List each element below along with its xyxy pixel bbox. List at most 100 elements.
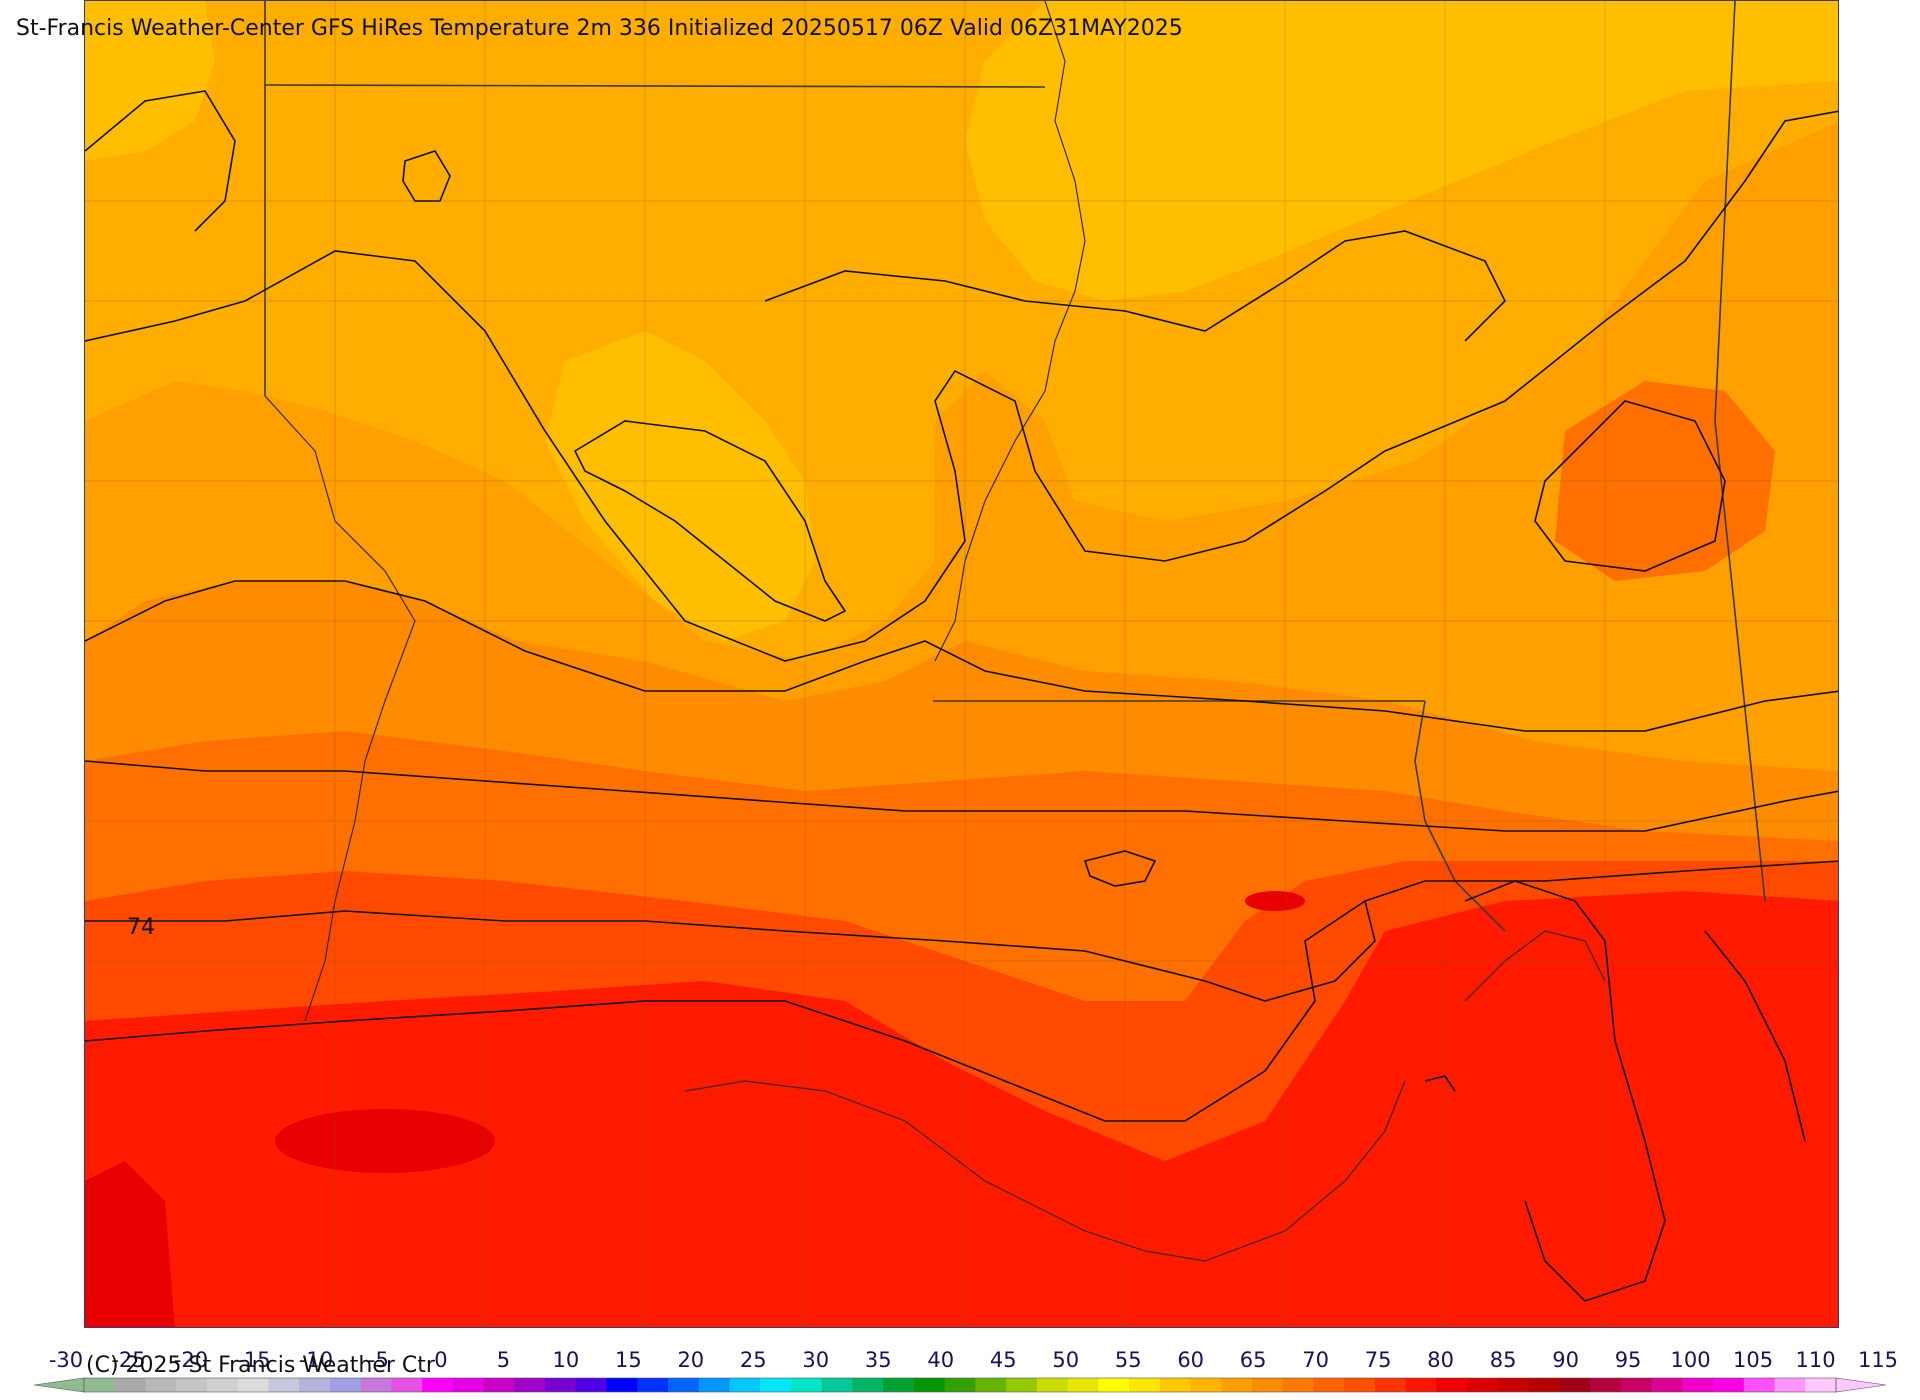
colorbar-segment xyxy=(206,1378,239,1392)
colorbar-tick-label: 45 xyxy=(989,1348,1017,1372)
band-yellow-center xyxy=(545,331,815,641)
colorbar-tick-label: 70 xyxy=(1302,1348,1330,1372)
colorbar-segment xyxy=(1713,1378,1745,1392)
colorbar-segment xyxy=(852,1378,884,1392)
county-lines xyxy=(85,1,1838,1327)
colorbar-tick-label: 5 xyxy=(496,1348,511,1372)
colorbar-segment xyxy=(1805,1378,1837,1392)
colorbar-segment xyxy=(729,1378,761,1392)
contour-label-74: 74 xyxy=(127,915,155,940)
colorbar-tick-label: -10 xyxy=(298,1348,334,1372)
colorbar-tick-label: 35 xyxy=(864,1348,892,1372)
colorbar-tick-label: 100 xyxy=(1670,1348,1711,1372)
colorbar-segment xyxy=(1344,1378,1376,1392)
band-red xyxy=(85,891,1838,1327)
colorbar-segment xyxy=(1036,1378,1069,1392)
colorbar-segment xyxy=(1497,1378,1530,1392)
colorbar-tick-label: 115 xyxy=(1857,1348,1899,1372)
colorbar-tick-label: -15 xyxy=(236,1348,271,1372)
colorbar-segment xyxy=(1436,1378,1468,1392)
colorbar-tick-label: 50 xyxy=(1052,1348,1080,1372)
colorbar-tick-label: 25 xyxy=(739,1348,767,1372)
colorbar-tick-label: 95 xyxy=(1614,1348,1642,1372)
colorbar-segment xyxy=(698,1378,730,1392)
colorbar-tick-label: 75 xyxy=(1364,1348,1392,1372)
colorbar-segment xyxy=(1282,1378,1314,1392)
colorbar-tick-label: 55 xyxy=(1114,1348,1142,1372)
colorbar-tick-label: 60 xyxy=(1177,1348,1205,1372)
colorbar-segment xyxy=(1190,1378,1222,1392)
band-yellow-north xyxy=(965,1,1838,301)
hot-spot-sw xyxy=(85,1161,175,1327)
colorbar-tick-label: -30 xyxy=(48,1348,84,1372)
hot-spot-west xyxy=(275,1109,495,1173)
colorbar-segment xyxy=(237,1378,269,1392)
colorbar-segment xyxy=(944,1378,976,1392)
colorbar-segment xyxy=(114,1378,146,1392)
colorbar-segment xyxy=(1405,1378,1437,1392)
map-frame: 74 xyxy=(84,0,1839,1328)
colorbar-segment xyxy=(637,1378,669,1392)
band-yellow-west xyxy=(85,1,215,161)
colorbar-tick-label: 20 xyxy=(677,1348,705,1372)
colorbar-tick-label: 105 xyxy=(1732,1348,1774,1372)
colorbar-outline xyxy=(83,1377,1837,1393)
colorbar-end-left xyxy=(34,1377,85,1393)
colorbar-segment xyxy=(790,1378,823,1392)
colorbar-segment xyxy=(1743,1378,1776,1392)
colorbar-segment xyxy=(1682,1378,1714,1392)
copyright-text: (C) 2025 St Francis Weather Ctr xyxy=(86,1353,435,1378)
colorbar-tick-label: 110 xyxy=(1795,1348,1836,1372)
colorbar-segment xyxy=(452,1378,485,1392)
colorbar-segment xyxy=(606,1378,638,1392)
colorbar-segment xyxy=(1467,1378,1499,1392)
isotherms xyxy=(85,90,1838,1302)
colorbar xyxy=(34,1377,1886,1393)
colorbar-segment xyxy=(575,1378,608,1392)
colorbar-segment xyxy=(329,1378,362,1392)
colorbar-segment xyxy=(145,1378,177,1392)
colorbar-segment xyxy=(360,1378,392,1392)
colorbar-tick-label: 0 xyxy=(434,1348,448,1372)
colorbar-tick-label: 90 xyxy=(1552,1348,1579,1372)
colorbar-segment xyxy=(760,1378,792,1392)
colorbar-segment xyxy=(1067,1378,1099,1392)
colorbar-tick-label: 30 xyxy=(802,1348,830,1372)
colorbar-segment xyxy=(1252,1378,1284,1392)
colorbar-segment xyxy=(1651,1378,1683,1392)
colorbar-segment xyxy=(975,1378,1007,1392)
colorbar-segment xyxy=(913,1378,946,1392)
colorbar-segment xyxy=(268,1378,300,1392)
colorbar-segment xyxy=(176,1378,208,1392)
colorbar-segment xyxy=(391,1378,423,1392)
colorbar-tick-label: 15 xyxy=(614,1348,642,1372)
colorbar-segment xyxy=(1006,1378,1038,1392)
colorbar-segment xyxy=(668,1378,700,1392)
colorbar-segment xyxy=(1590,1378,1622,1392)
colorbar-tick-label: 85 xyxy=(1489,1348,1517,1372)
colorbar-tick-label: -25 xyxy=(111,1348,146,1372)
colorbar-segment xyxy=(422,1378,454,1392)
colorbar-segment xyxy=(1774,1378,1806,1392)
colorbar-segment xyxy=(1098,1378,1130,1392)
colorbar-segment xyxy=(545,1378,577,1392)
colorbar-tick-label: 10 xyxy=(552,1348,580,1372)
colorbar-tick-label: 40 xyxy=(927,1348,955,1372)
colorbar-segment xyxy=(1221,1378,1253,1392)
map-title: St-Francis Weather-Center GFS HiRes Temp… xyxy=(16,16,1183,41)
colorbar-segment xyxy=(1129,1378,1161,1392)
colorbar-segment xyxy=(84,1378,116,1392)
colorbar-segment xyxy=(1159,1378,1192,1392)
colorbar-segment xyxy=(1559,1378,1591,1392)
hot-spot-east xyxy=(1245,891,1305,911)
colorbar-segment xyxy=(821,1378,853,1392)
temperature-map xyxy=(85,1,1838,1327)
colorbar-tick-label: -5 xyxy=(367,1348,389,1372)
colorbar-tick-label: 80 xyxy=(1427,1348,1454,1372)
colorbar-tick-label: 65 xyxy=(1239,1348,1267,1372)
colorbar-segment xyxy=(1374,1378,1407,1392)
colorbar-end-right xyxy=(1835,1377,1886,1393)
colorbar-segment xyxy=(1313,1378,1345,1392)
colorbar-segment xyxy=(1620,1378,1653,1392)
colorbar-tick-label: -20 xyxy=(173,1348,209,1372)
